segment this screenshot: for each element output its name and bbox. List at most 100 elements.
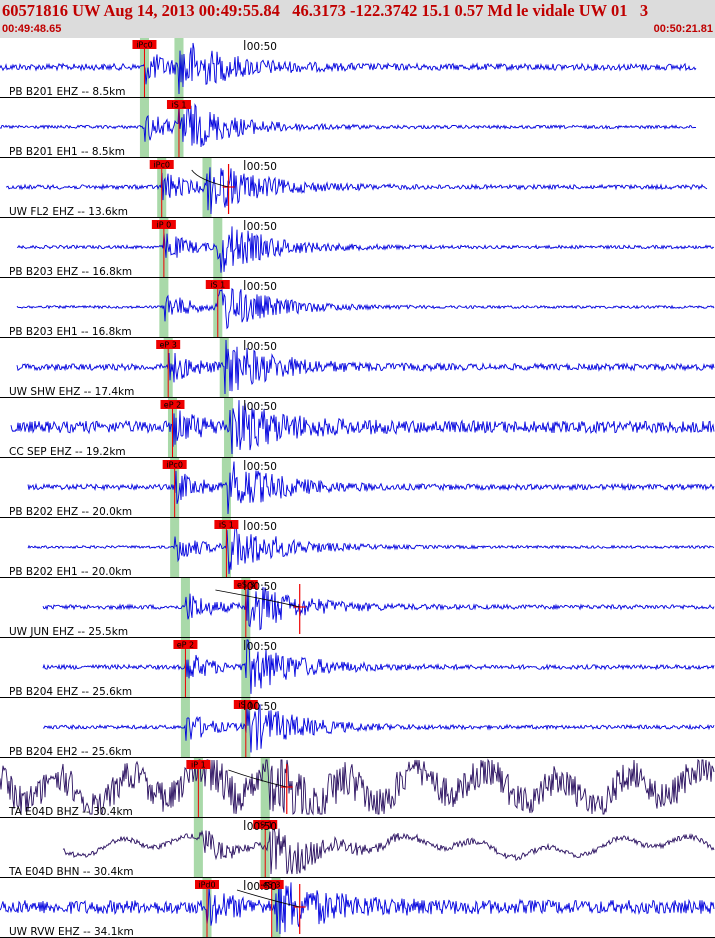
station-label: UW FL2 EHZ -- 13.6km xyxy=(9,206,128,218)
station-label: PB B202 EHZ -- 20.0km xyxy=(9,506,132,518)
pick-marker-box xyxy=(160,400,185,409)
pick-marker-box xyxy=(259,880,284,889)
waveform-trace xyxy=(62,826,715,875)
p-window-band xyxy=(174,38,184,98)
p-window-band xyxy=(260,758,270,818)
trace-panel: iS 100:50 PB B204 EH2 -- 25.6km xyxy=(0,698,715,758)
time-tick-label: 00:50 xyxy=(247,461,277,473)
p-window-band xyxy=(213,218,223,278)
pick-marker-label: eP 2 xyxy=(177,640,194,649)
coda-curve xyxy=(215,589,300,608)
time-tick-label: 00:50 xyxy=(247,281,277,293)
pick-marker-box xyxy=(194,880,219,889)
p-window-band xyxy=(170,518,180,578)
pick-marker-box xyxy=(186,760,211,769)
trace-panel: iS 1 00:50 PB B202 EH1 -- 20.0km xyxy=(0,518,715,578)
trace-panel: eS 300:50 UW JUN EHZ -- 25.5km xyxy=(0,578,715,638)
station-label: PB B201 EHZ -- 8.5km xyxy=(9,86,125,98)
pick-marker-label: iS 1 xyxy=(238,700,253,709)
station-label: UW RVW EHZ -- 34.1km xyxy=(9,926,134,938)
trace-panel: iPd0 eS 300:50 UW RVW EHZ -- 34.1km xyxy=(0,878,715,938)
trace-panel: iS 1 PB B201 EH1 -- 8.5km xyxy=(0,98,715,158)
p-window-band xyxy=(180,578,190,638)
pick-marker-label: iS 1 xyxy=(258,820,273,829)
trace-panel: iPc0 00:50 PB B201 EHZ -- 8.5km xyxy=(0,38,715,98)
pick-marker-label: iP 1 xyxy=(191,760,206,769)
station-label: TA E04D BHN -- 30.4km xyxy=(8,866,133,878)
trace-panel: eP 2 00:50 CC SEP EHZ -- 19.2km xyxy=(0,398,715,458)
pick-marker-label: iS 1 xyxy=(171,100,186,109)
coda-curve xyxy=(191,169,229,188)
station-label: CC SEP EHZ -- 19.2km xyxy=(9,446,126,458)
seismogram-panel: iPc0 00:50 PB B201 EHZ -- 8.5km iS 1 PB B201… xyxy=(0,38,715,938)
pick-marker-label: iPc0 xyxy=(153,160,170,169)
station-label: TA E04D BHZ -- 30.4km xyxy=(8,806,133,818)
station-label: PB B204 EHZ -- 25.6km xyxy=(9,686,132,698)
pick-marker-label: eP 2 xyxy=(164,400,181,409)
trace-panel: eP 3 00:50 UW SHW EHZ -- 17.4km xyxy=(0,338,715,398)
time-tick-label: 00:50 xyxy=(247,641,277,653)
pick-marker-box xyxy=(149,160,174,169)
pick-marker-label: eP 3 xyxy=(159,340,176,349)
pick-marker-label: iPd0 xyxy=(198,880,215,889)
p-window-band xyxy=(193,818,203,878)
station-label: PB B204 EH2 -- 25.6km xyxy=(9,746,132,758)
pick-marker-box xyxy=(253,820,278,829)
waveform-trace xyxy=(16,339,715,395)
pick-marker-box xyxy=(166,100,191,109)
waveform-trace xyxy=(27,461,715,515)
pick-marker-label: eS 3 xyxy=(237,580,255,589)
time-tick-label: 00:50 xyxy=(247,341,277,353)
trace-panel: iP 1 TA E04D BHZ -- 30.4km xyxy=(0,758,715,818)
trace-panel: iPc0 00:50 PB B202 EHZ -- 20.0km xyxy=(0,458,715,518)
waveform-trace xyxy=(0,42,697,95)
station-label: UW JUN EHZ -- 25.5km xyxy=(9,626,128,638)
waveform-trace xyxy=(42,585,715,631)
waveform-trace xyxy=(10,400,715,455)
time-tick-label: 00:50 xyxy=(247,701,277,713)
time-tick-label: 00:50 xyxy=(247,521,277,533)
pick-marker-box xyxy=(156,340,181,349)
pick-marker-box xyxy=(205,280,230,289)
waveform-trace xyxy=(0,880,715,935)
p-window-band xyxy=(139,98,149,158)
header-bar: 60571816 UW Aug 14, 2013 00:49:55.84 46.… xyxy=(0,0,715,38)
station-label: PB B203 EH1 -- 16.8km xyxy=(9,326,132,338)
waveform-trace xyxy=(5,167,708,215)
pick-marker-label: iS 1 xyxy=(219,520,234,529)
time-tick-label: 00:50 xyxy=(247,881,277,893)
waveform-trace xyxy=(42,639,715,694)
trace-panel: iS 100:50 TA E04D BHN -- 30.4km xyxy=(0,818,715,878)
start-time: 00:49:48.65 xyxy=(2,23,62,35)
time-tick-label: 00:50 xyxy=(247,221,277,233)
coda-curve xyxy=(236,889,300,908)
waveform-trace xyxy=(16,287,715,330)
end-time: 00:50:21.81 xyxy=(653,23,713,35)
pick-marker-box xyxy=(173,640,198,649)
pick-marker-box xyxy=(151,220,176,229)
waveform-trace xyxy=(0,758,715,816)
time-tick-label: 00:50 xyxy=(247,581,277,593)
station-label: UW SHW EHZ -- 17.4km xyxy=(9,386,134,398)
station-label: PB B201 EH1 -- 8.5km xyxy=(9,146,125,158)
pick-marker-label: iPc0 xyxy=(136,40,153,49)
pick-marker-label: iS 1 xyxy=(210,280,225,289)
p-window-band xyxy=(224,398,234,458)
waveform-trace xyxy=(16,226,715,273)
pick-marker-label: iP 0 xyxy=(157,220,172,229)
trace-panel: iPc0 00:50 UW FL2 EHZ -- 13.6km xyxy=(0,158,715,218)
waveform-trace xyxy=(0,102,697,148)
time-tick-label: 00:50 xyxy=(247,41,277,53)
pick-marker-box xyxy=(233,580,258,589)
waveform-trace xyxy=(27,522,715,575)
trace-panel: iS 1 00:50 PB B203 EH1 -- 16.8km xyxy=(0,278,715,338)
pick-marker-box xyxy=(162,460,187,469)
station-label: PB B203 EHZ -- 16.8km xyxy=(9,266,132,278)
waveform-trace xyxy=(43,704,715,753)
p-window-band xyxy=(221,458,231,518)
time-tick-label: 00:50 xyxy=(247,161,277,173)
trace-panel: iP 0 00:50 PB B203 EHZ -- 16.8km xyxy=(0,218,715,278)
pick-marker-label: eS 3 xyxy=(263,880,281,889)
time-tick-label: 00:50 xyxy=(247,821,277,833)
pick-marker-box xyxy=(233,700,258,709)
